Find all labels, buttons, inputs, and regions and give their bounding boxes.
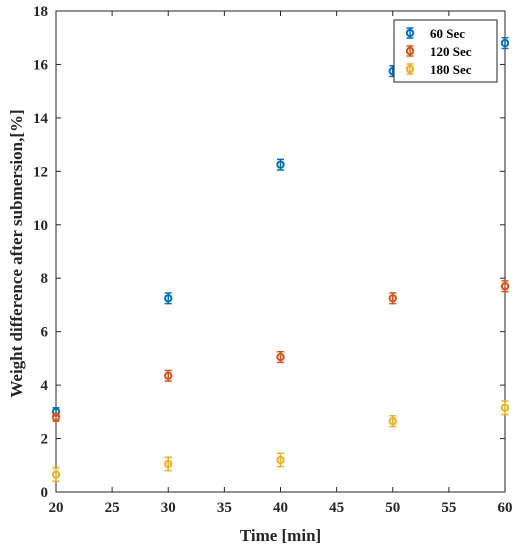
legend-item: 120 Sec [405,44,472,59]
legend-item: 60 Sec [405,26,465,41]
y-axis-label: Weight difference after submersion,[%] [7,109,26,397]
legend: 60 Sec 120 Sec 180 Sec [393,19,498,83]
x-tick-label: 25 [105,500,120,516]
x-tick-label: 55 [441,500,456,516]
y-tick-label: 16 [33,57,49,73]
data-point [164,294,173,303]
y-tick-label: 8 [41,271,49,287]
x-tick-label: 50 [385,500,400,516]
data-point [164,459,173,469]
series-2 [51,400,510,483]
x-tick-label: 60 [498,500,513,516]
y-tick-label: 14 [33,111,49,127]
y-tick-label: 12 [33,164,48,180]
data-point [500,282,510,291]
x-tick-label: 40 [273,500,288,516]
y-tick-label: 18 [33,4,48,20]
data-points [51,36,510,483]
y-tick-label: 2 [41,432,49,448]
data-point [388,416,397,426]
error-bar [164,456,172,472]
x-tick-label: 30 [161,500,176,516]
series-1 [51,280,510,422]
legend-label: 180 Sec [430,62,472,77]
x-axis-label: Time [min] [240,526,321,545]
legend-item: 180 Sec [405,62,472,77]
legend-label: 120 Sec [430,44,472,59]
axis-ticks: 20 25 30 35 40 45 50 55 60 0 2 4 6 8 10 12 14 16 18 [33,4,513,516]
data-point [276,455,285,465]
y-tick-label: 6 [41,325,49,341]
data-point [51,470,61,479]
data-point [500,38,510,48]
y-tick-label: 0 [41,485,49,501]
data-point [276,160,285,169]
legend-marker [405,28,415,38]
legend-marker [405,64,415,74]
error-bar [501,400,509,416]
legend-label: 60 Sec [430,26,465,41]
error-bar [277,452,284,468]
y-tick-label: 10 [33,218,48,234]
legend-marker [405,46,415,56]
data-point [51,412,61,422]
data-point [388,294,397,303]
data-point [164,371,173,380]
y-tick-label: 4 [41,378,49,394]
error-bar [52,467,60,483]
x-tick-label: 35 [217,500,232,516]
data-point [276,352,285,362]
data-point [500,403,510,413]
x-tick-label: 45 [329,500,344,516]
x-tick-label: 20 [49,500,64,516]
